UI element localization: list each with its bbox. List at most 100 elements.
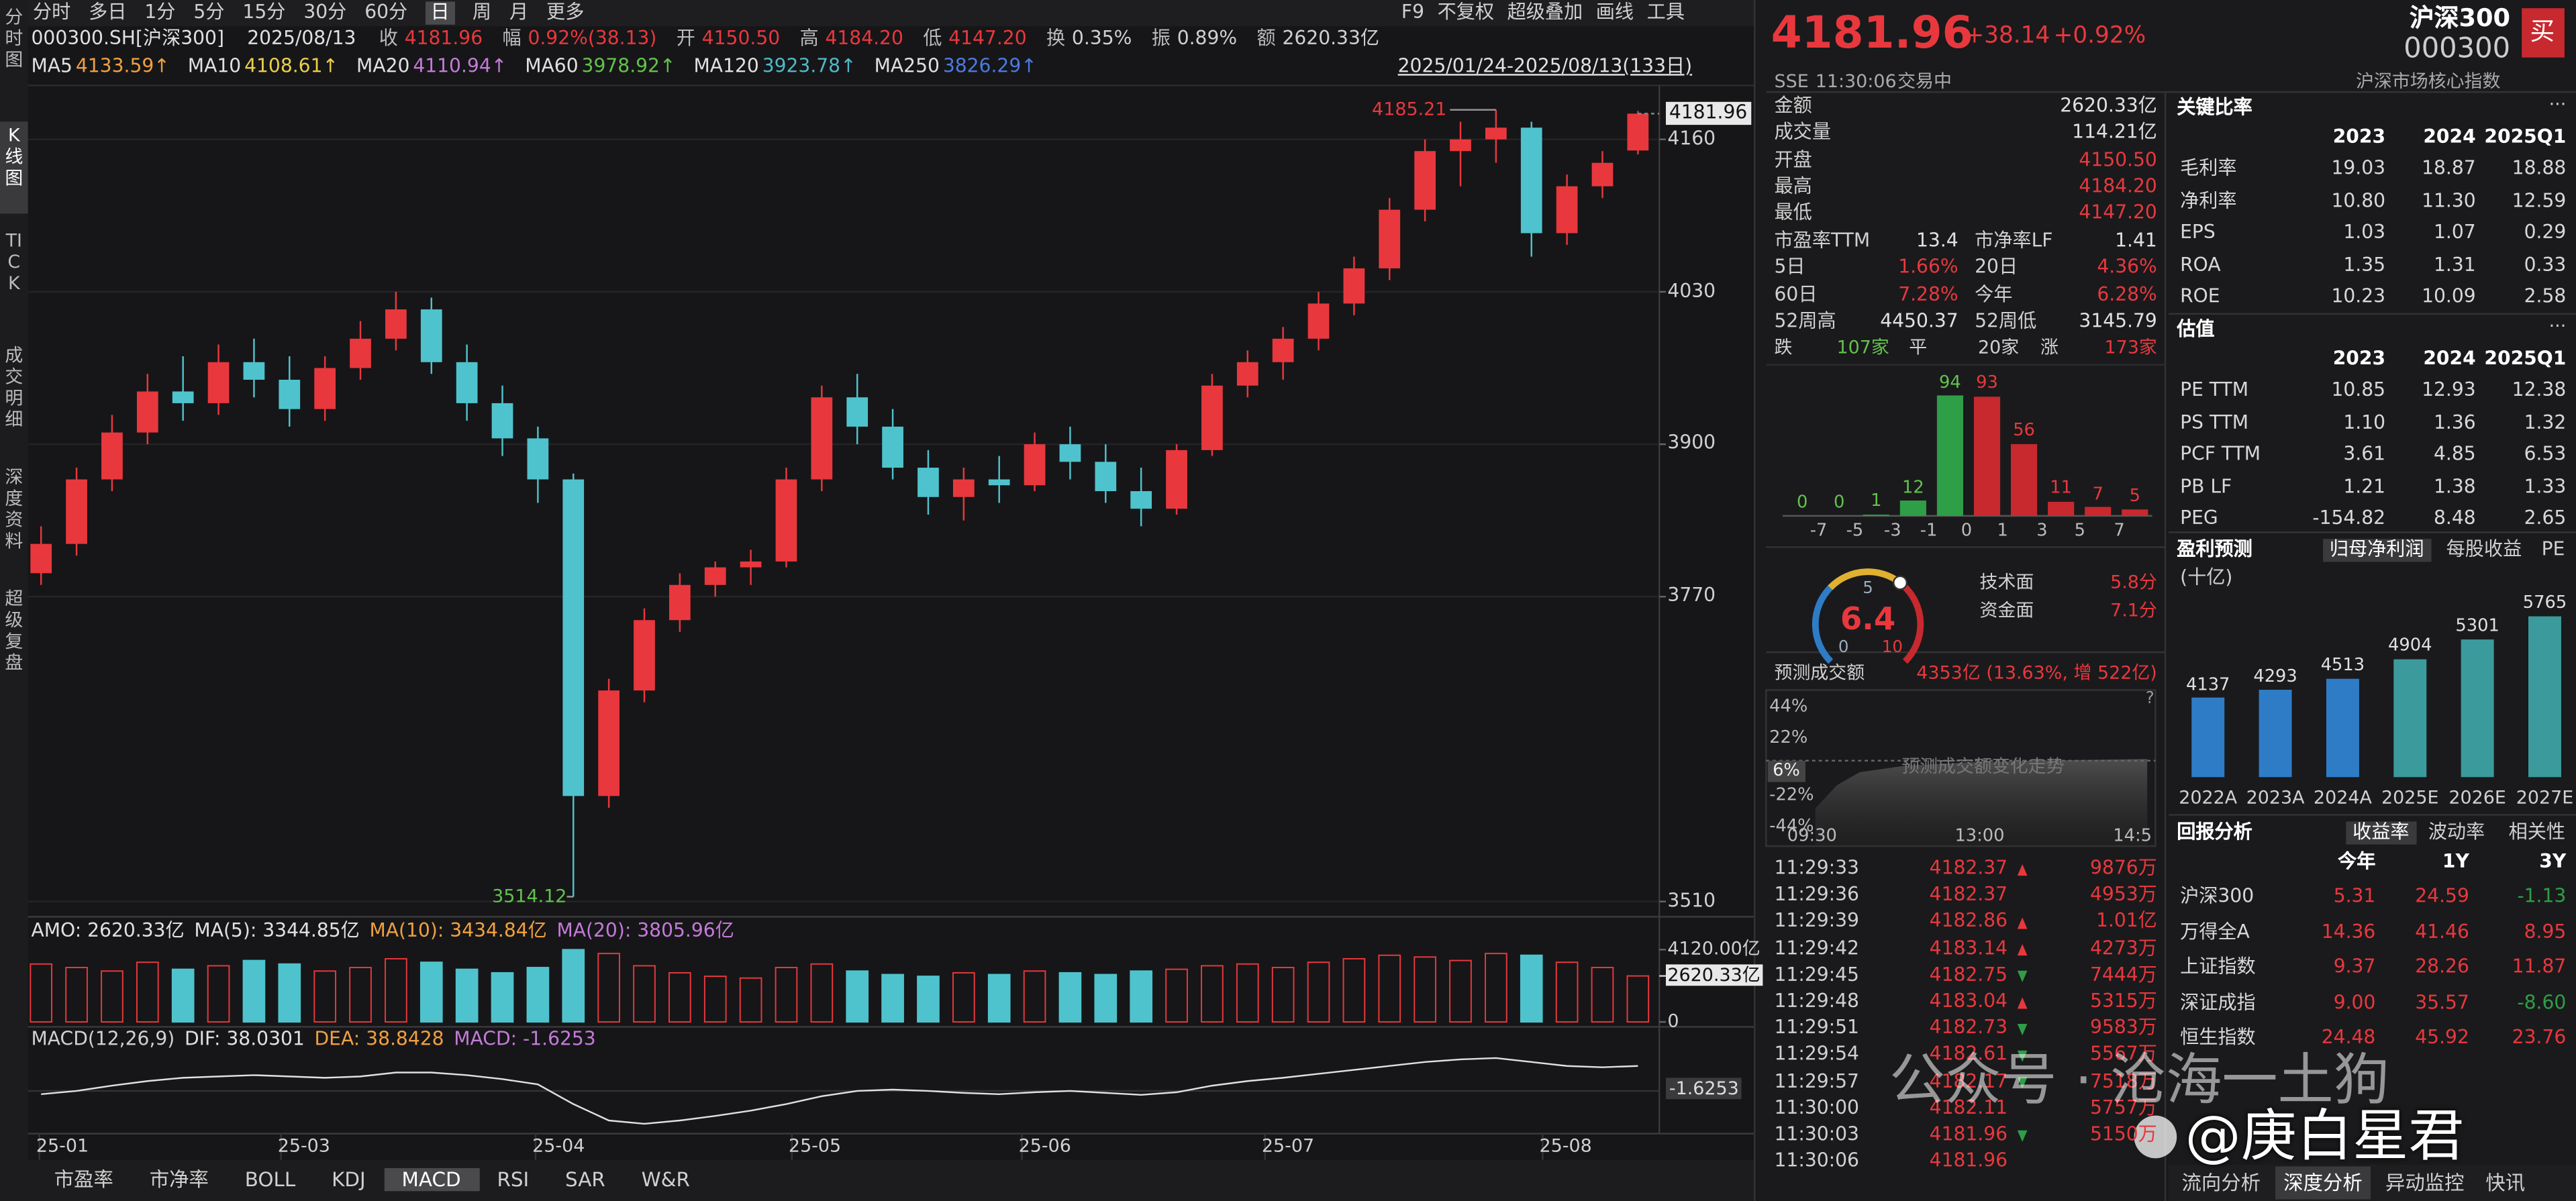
tick-arrow: [2017, 917, 2028, 929]
volume-bar: [1094, 974, 1118, 1023]
period-tab[interactable]: 分时: [32, 0, 71, 23]
toolbar-item[interactable]: 不复权: [1437, 0, 1495, 23]
return-value: 24.48: [2321, 1025, 2376, 1049]
forecast-value-label: 4293: [2253, 666, 2297, 687]
sidebar-tab[interactable]: 超级复盘: [5, 588, 23, 674]
ma-name: MA5: [31, 54, 72, 78]
sidebar-tab[interactable]: 成交明细: [5, 345, 23, 431]
period-tab[interactable]: 15分: [242, 0, 286, 23]
panel-tab[interactable]: 流向分析: [2181, 1171, 2261, 1195]
indicator-tab[interactable]: SAR: [565, 1168, 605, 1192]
period-tab[interactable]: 周: [472, 0, 492, 23]
indicator-tab[interactable]: W&R: [641, 1168, 690, 1192]
return-value: 9.00: [2333, 990, 2376, 1013]
indicator-tab[interactable]: MACD: [383, 1168, 479, 1192]
index-desc: 沪深市场核心指数: [2356, 70, 2501, 93]
period-tab[interactable]: 1分: [144, 0, 176, 23]
stat-value: 7.28%: [1898, 282, 1959, 305]
more-button[interactable]: ···: [2548, 93, 2567, 115]
dist-value: 56: [2013, 421, 2035, 441]
field-value: 4150.50: [701, 26, 781, 50]
cell-value: 3.61: [2343, 441, 2386, 465]
sidebar-tab[interactable]: K线图: [5, 125, 23, 189]
exchange: SSE: [1774, 70, 1809, 93]
volume-bar: [1236, 963, 1259, 1023]
candle-body: [1520, 127, 1542, 233]
buy-button[interactable]: 买: [2530, 16, 2555, 46]
sidebar-tab[interactable]: TICK: [5, 229, 23, 295]
row-label: ROA: [2180, 252, 2221, 276]
stat-value: 4.36%: [2097, 255, 2157, 278]
indicator-tab[interactable]: RSI: [497, 1168, 530, 1192]
candle-body: [988, 479, 1010, 486]
gauge-value: 5.8分: [2110, 572, 2157, 593]
tick-price: 4182.11: [1929, 1095, 2008, 1119]
period-tabs[interactable]: 分时 多日 1分 5分 15分 30分 60分日周月更多: [32, 0, 585, 25]
row-label: 净利率: [2180, 188, 2237, 211]
panel-tab[interactable]: 快讯: [2485, 1171, 2526, 1195]
return-value: 23.76: [2512, 1025, 2567, 1049]
candle-body: [243, 362, 265, 380]
dist-bar: [1899, 500, 1926, 516]
period-tab[interactable]: 5分: [193, 0, 225, 23]
period-tab[interactable]: 日: [426, 0, 454, 25]
sidebar-tab[interactable]: 分时图: [5, 6, 23, 71]
returns-tab[interactable]: 相关性: [2508, 819, 2566, 843]
more-button[interactable]: ···: [2548, 315, 2567, 337]
tick-price: 4181.96: [1929, 1149, 2008, 1172]
indicator-tab[interactable]: KDJ: [332, 1168, 366, 1192]
stat-label: 52周低: [1975, 309, 2037, 332]
cell-value: 2.65: [2524, 506, 2567, 529]
forecast-category: 2025E: [2381, 786, 2439, 808]
period-tab[interactable]: 60分: [364, 0, 408, 23]
indicator-tabs[interactable]: 市盈率 市净率 BOLL KDJ MACD RSI SAR W&R: [36, 1168, 708, 1192]
indicator-tab[interactable]: 市净率: [149, 1168, 209, 1192]
column-header: 今年: [2338, 849, 2376, 873]
tick-price: 4182.73: [1929, 1015, 2008, 1039]
sidebar-tab[interactable]: 深度资料: [5, 466, 23, 552]
date: 2025/08/13: [247, 26, 356, 50]
dist-value: 94: [1939, 372, 1961, 393]
returns-tab[interactable]: 收益率: [2346, 820, 2416, 845]
volume-bar: [65, 967, 88, 1023]
toolbar[interactable]: F9 不复权 超级叠加 画线 工具: [1401, 0, 1685, 24]
indicator-tab[interactable]: 市盈率: [54, 1168, 113, 1192]
field-value: 2620.33亿: [1282, 26, 1380, 50]
toolbar-item[interactable]: 画线: [1595, 0, 1634, 23]
period-tab[interactable]: 30分: [303, 0, 347, 23]
volume-bar: [633, 965, 656, 1023]
volume-bar: [952, 972, 975, 1023]
forecast-tab[interactable]: PE: [2541, 537, 2565, 561]
forecast-tab[interactable]: 归母净利润: [2323, 537, 2431, 562]
dist-bar: [1936, 395, 1964, 516]
legend-item: MA(20): 3805.96亿: [556, 918, 734, 942]
candle-body: [101, 432, 123, 480]
candle-body: [1343, 268, 1365, 304]
return-value: -8.60: [2517, 990, 2567, 1013]
panel-tab[interactable]: 深度分析: [2283, 1171, 2363, 1195]
field-label: 收: [379, 26, 398, 50]
code-name: 000300.SH[沪深300]: [31, 26, 224, 50]
period-tab[interactable]: 月: [509, 0, 529, 23]
quote-label: 金额: [1774, 93, 1812, 117]
tick-volume: 5567万: [2090, 1042, 2157, 1065]
period-tab[interactable]: 多日: [89, 0, 127, 23]
toolbar-item[interactable]: F9: [1401, 0, 1425, 23]
toolbar-item[interactable]: 工具: [1646, 0, 1685, 23]
volume-bar: [1307, 961, 1330, 1023]
toolbar-item[interactable]: 超级叠加: [1507, 0, 1583, 23]
tick-price: 4182.86: [1929, 909, 2008, 933]
forecast-category: 2023A: [2246, 786, 2305, 808]
indicator-tab[interactable]: BOLL: [244, 1168, 296, 1192]
candle-body: [491, 403, 513, 439]
tick-arrow: [2017, 997, 2028, 1009]
cell-value: 1.31: [2433, 252, 2476, 276]
index-name: 沪深300: [2410, 3, 2511, 33]
panel-tab[interactable]: 异动监控: [2385, 1171, 2465, 1195]
forecast-tab[interactable]: 每股收益: [2446, 537, 2522, 561]
candle-body: [1556, 186, 1578, 233]
volume-bar: [385, 957, 407, 1023]
period-tab[interactable]: 更多: [546, 0, 585, 23]
dist-value: 7: [2092, 484, 2103, 504]
returns-tab[interactable]: 波动率: [2428, 819, 2485, 843]
